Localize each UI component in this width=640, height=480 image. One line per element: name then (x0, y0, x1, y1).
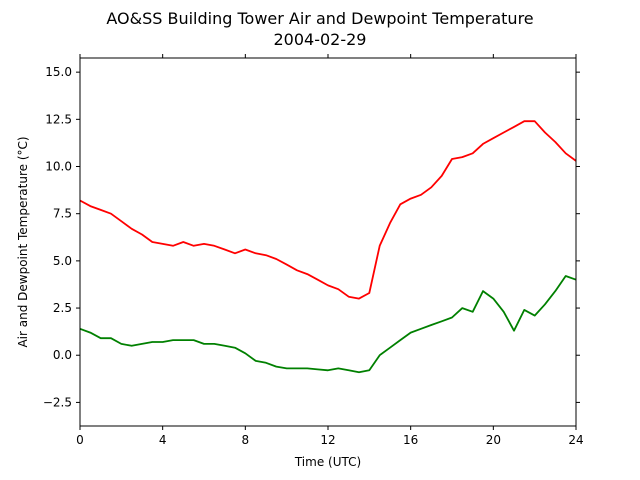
x-tick-label: 16 (403, 433, 418, 447)
x-tick-label: 4 (159, 433, 167, 447)
y-tick-label: 10.0 (45, 160, 72, 174)
series-line-2 (79, 275, 577, 374)
x-tick-label: 0 (76, 433, 84, 447)
x-tick-label: 12 (320, 433, 335, 447)
axis-ticks: 0 4 8 12 16 20 24 −2.5 0.0 2.5 5.0 7.5 10.0 12.5 15.0 (43, 54, 584, 447)
y-tick-label: 15.0 (45, 65, 72, 79)
chart-title: AO&SS Building Tower Air and Dewpoint Te… (106, 9, 533, 28)
chart-subtitle: 2004-02-29 (274, 30, 367, 49)
x-axis-label: Time (UTC) (294, 455, 361, 469)
plot-lines (79, 120, 577, 374)
x-tick-label: 20 (486, 433, 501, 447)
x-tick-label: 8 (242, 433, 250, 447)
y-tick-label: 7.5 (53, 207, 72, 221)
y-axis-label: Air and Dewpoint Temperature (°C) (16, 136, 30, 347)
series-line-1 (79, 120, 577, 300)
y-tick-label: −2.5 (43, 395, 72, 409)
x-tick-label: 24 (568, 433, 583, 447)
y-tick-label: 0.0 (53, 348, 72, 362)
y-tick-label: 5.0 (53, 254, 72, 268)
y-tick-label: 12.5 (45, 112, 72, 126)
y-tick-label: 2.5 (53, 301, 72, 315)
plot-frame (79, 57, 577, 427)
